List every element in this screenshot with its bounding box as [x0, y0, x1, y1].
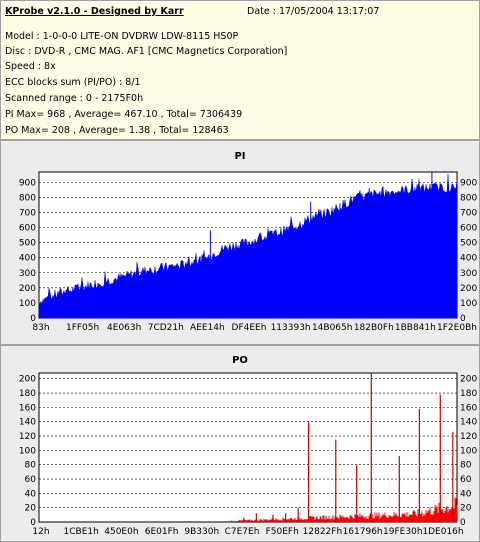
- x-tick-label: 12h: [32, 527, 49, 537]
- y-tick-label-right: 500: [460, 239, 477, 249]
- x-tick-label: 19FE30h: [383, 527, 422, 537]
- x-tick-label: C7E7Eh: [225, 527, 260, 537]
- y-tick-label-left: 200: [19, 284, 36, 294]
- y-tick-label-left: 20: [25, 504, 37, 514]
- y-tick-label-left: 700: [19, 208, 36, 218]
- y-tick-label-left: 140: [19, 418, 36, 428]
- y-tick-label-right: 300: [460, 269, 477, 279]
- x-tick-label: AEE14h: [190, 323, 225, 333]
- x-tick-label: F50EFh: [266, 527, 299, 537]
- y-tick-label-left: 300: [19, 269, 36, 279]
- y-tick-label-right: 180: [460, 389, 477, 399]
- plot-area: [38, 372, 458, 523]
- x-tick-label: 14B065h: [312, 323, 353, 333]
- po-chart-panel: PO 0 0 20 20 40 40 60 60 80 80 100 100 120 120 140 140 1…: [0, 345, 480, 542]
- y-tick-label-right: 400: [460, 254, 477, 264]
- y-tick-label-right: 40: [460, 489, 472, 499]
- po-chart-title: PO: [232, 355, 248, 366]
- x-tick-label: 9B330h: [184, 527, 219, 537]
- y-tick-label-right: 700: [460, 208, 477, 218]
- x-tick-label: 1CBE1h: [64, 527, 99, 537]
- y-tick-label-right: 900: [460, 178, 477, 188]
- y-tick-label-right: 0: [460, 314, 466, 324]
- y-tick-label-right: 100: [460, 299, 477, 309]
- x-tick-label: 161796h: [343, 527, 383, 537]
- x-tick-label: 83h: [32, 323, 49, 333]
- y-tick-label-right: 160: [460, 403, 477, 413]
- x-tick-label: 6E01Fh: [145, 527, 179, 537]
- y-tick-label-left: 180: [19, 389, 36, 399]
- y-tick-label-right: 100: [460, 446, 477, 456]
- y-tick-label-right: 120: [460, 432, 477, 442]
- x-tick-label: 182B0Fh: [354, 323, 394, 333]
- y-tick-label-left: 40: [25, 489, 37, 499]
- y-tick-label-left: 200: [19, 375, 36, 385]
- range-line: Scanned range : 0 - 2175F0h: [5, 93, 144, 104]
- y-tick-label-right: 80: [460, 461, 472, 471]
- x-tick-label: 113393h: [271, 323, 311, 333]
- y-tick-label-left: 100: [19, 446, 36, 456]
- pi-summary-line: PI Max= 968 , Average= 467.10 , Total= 7…: [5, 109, 243, 120]
- x-tick-label: 450E0h: [104, 527, 138, 537]
- x-tick-label: DF4EEh: [232, 323, 267, 333]
- ecc-line: ECC blocks sum (PI/PO) : 8/1: [5, 77, 141, 88]
- y-tick-label-right: 200: [460, 375, 477, 385]
- y-tick-label-left: 900: [19, 178, 36, 188]
- scan-date: Date : 17/05/2004 13:17:07: [247, 6, 380, 17]
- y-tick-label-right: 0: [460, 518, 466, 528]
- x-tick-label: 1BB841h: [395, 323, 436, 333]
- y-tick-label-left: 100: [19, 299, 36, 309]
- x-tick-label: 4E063h: [107, 323, 141, 333]
- y-tick-label-left: 0: [30, 518, 36, 528]
- y-tick-label-left: 160: [19, 403, 36, 413]
- y-tick-label-left: 0: [30, 314, 36, 324]
- y-tick-label-left: 80: [25, 461, 37, 471]
- pi-chart-panel: PI 0 0 100 100 200 200 300 300 400 400 500 500 600 60…: [0, 140, 480, 345]
- x-tick-label: 7CD21h: [148, 323, 184, 333]
- speed-line: Speed : 8x: [5, 61, 56, 72]
- y-tick-label-left: 400: [19, 254, 36, 264]
- y-tick-label-left: 800: [19, 193, 36, 203]
- y-tick-label-right: 20: [460, 504, 472, 514]
- model-line: Model : 1-0-0-0 LITE-ON DVDRW LDW-8115 H…: [5, 31, 239, 42]
- y-tick-label-right: 60: [460, 475, 472, 485]
- y-tick-label-left: 600: [19, 224, 36, 234]
- y-tick-label-right: 200: [460, 284, 477, 294]
- pi-area-series: [38, 173, 458, 319]
- y-tick-label-right: 600: [460, 224, 477, 234]
- pi-chart: 0 0 100 100 200 200 300 300 400 400 500 500 600 600 70…: [19, 171, 477, 333]
- y-tick-label-left: 60: [25, 475, 37, 485]
- x-tick-label: 12822Fh: [303, 527, 343, 537]
- y-tick-label-right: 800: [460, 193, 477, 203]
- po-chart: 0 0 20 20 40 40 60 60 80 80 100 100 120 120 140 140 160 1…: [19, 372, 477, 537]
- info-panel: KProbe v2.1.0 - Designed by Karr Date : …: [0, 0, 480, 140]
- y-tick-label-left: 120: [19, 432, 36, 442]
- app-title: KProbe v2.1.0 - Designed by Karr: [5, 6, 184, 17]
- x-tick-label: 1DE016h: [422, 527, 463, 537]
- x-tick-label: 1FF05h: [66, 323, 99, 333]
- disc-line: Disc : DVD-R , CMC MAG. AF1 [CMC Magneti…: [5, 46, 288, 57]
- pi-chart-title: PI: [234, 151, 246, 162]
- po-summary-line: PO Max= 208 , Average= 1.38 , Total= 128…: [5, 125, 229, 136]
- x-tick-label: 1F2E0Bh: [437, 323, 477, 333]
- y-tick-label-right: 140: [460, 418, 477, 428]
- y-tick-label-left: 500: [19, 239, 36, 249]
